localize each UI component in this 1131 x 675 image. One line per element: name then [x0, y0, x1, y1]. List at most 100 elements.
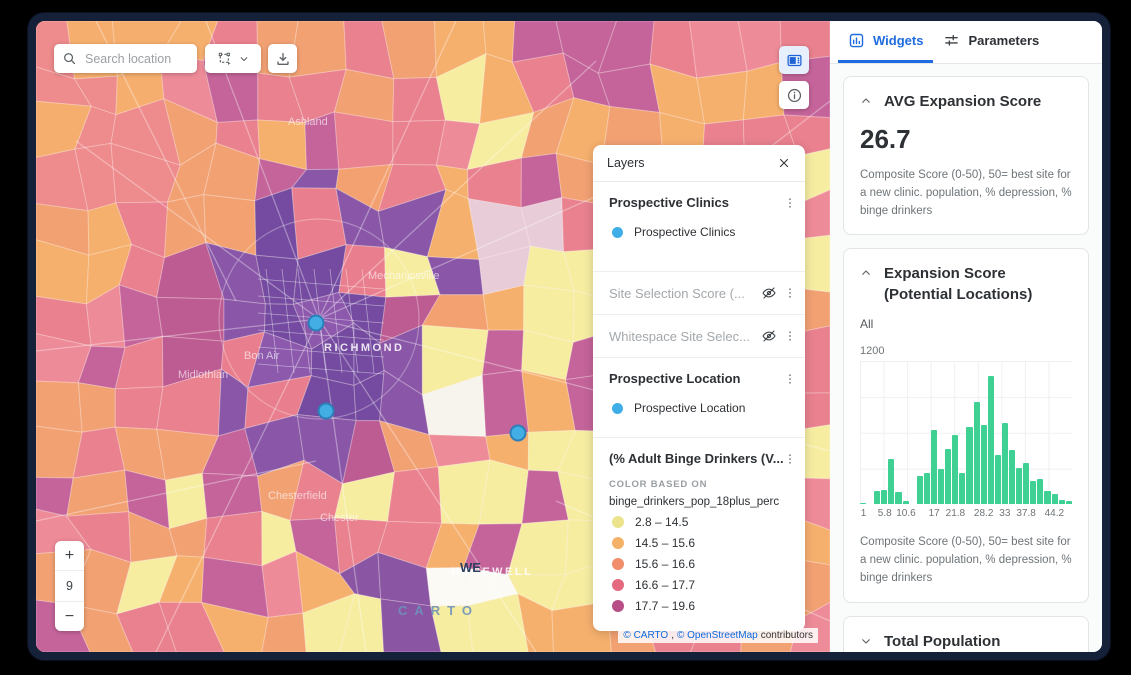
- histogram-bar[interactable]: [1023, 463, 1029, 505]
- layer-legend-item: Prospective Location: [609, 401, 797, 415]
- class-color-swatch: [612, 558, 624, 570]
- basemap-selector-button[interactable]: [779, 46, 809, 74]
- layer-options-kebab-icon[interactable]: [783, 286, 797, 300]
- choropleth-class-row: 17.7 – 19.6: [609, 599, 797, 613]
- histogram-bar[interactable]: [888, 459, 894, 504]
- histogram-bar[interactable]: [1037, 479, 1043, 505]
- histogram-bar[interactable]: [924, 473, 930, 504]
- map-place-label: WE: [460, 560, 481, 575]
- layer-options-kebab-icon[interactable]: [783, 329, 797, 343]
- histogram-bar[interactable]: [881, 490, 887, 505]
- census-tract[interactable]: [690, 21, 748, 78]
- histogram-bar[interactable]: [988, 376, 994, 505]
- search-location-box[interactable]: [54, 44, 197, 73]
- basemap-icon: [786, 52, 803, 69]
- x-axis-tick-label: 10.6: [896, 508, 915, 519]
- polygon-select-icon: [217, 51, 233, 67]
- census-tract[interactable]: [204, 511, 262, 565]
- histogram-bar[interactable]: [1030, 481, 1036, 504]
- histogram-bar[interactable]: [981, 425, 987, 505]
- histogram-bar[interactable]: [903, 501, 909, 504]
- census-tract[interactable]: [78, 383, 115, 432]
- histogram-bar[interactable]: [874, 491, 880, 505]
- histogram-bar[interactable]: [945, 449, 951, 504]
- class-range-label: 16.6 – 17.7: [635, 578, 695, 592]
- histogram-bar[interactable]: [931, 430, 937, 504]
- map-place-label: Chesterfield: [268, 490, 327, 502]
- layers-panel-header: Layers: [593, 145, 805, 182]
- census-tract[interactable]: [262, 613, 306, 652]
- histogram-bar[interactable]: [895, 492, 901, 505]
- map-canvas[interactable]: AshlandMechanicsvilleRICHMONDBon AirMidl…: [36, 21, 830, 652]
- layer-options-kebab-icon[interactable]: [783, 452, 797, 466]
- prospective-clinic-marker[interactable]: [511, 426, 526, 441]
- histogram-bar[interactable]: [1052, 494, 1058, 504]
- prospective-clinic-marker[interactable]: [309, 316, 324, 331]
- histogram-bar[interactable]: [995, 455, 1001, 504]
- collapse-chevron-up-icon[interactable]: [860, 267, 872, 279]
- histogram-bar[interactable]: [938, 469, 944, 504]
- histogram-bar[interactable]: [1066, 501, 1072, 504]
- widgets-list: AVG Expansion Score 26.7 Composite Score…: [830, 64, 1102, 652]
- class-range-label: 15.6 – 16.6: [635, 557, 695, 571]
- census-tract[interactable]: [157, 297, 224, 341]
- tab-widgets-label: Widgets: [873, 33, 923, 48]
- info-button[interactable]: [779, 81, 809, 109]
- tab-widgets[interactable]: Widgets: [838, 21, 933, 63]
- histogram-bar[interactable]: [917, 476, 923, 504]
- layer-section: (% Adult Binge Drinkers (V...COLOR BASED…: [593, 438, 805, 626]
- download-button[interactable]: [268, 44, 297, 73]
- census-tract[interactable]: [289, 21, 346, 77]
- histogram-bar[interactable]: [952, 435, 958, 505]
- tab-parameters-label: Parameters: [968, 33, 1039, 48]
- expand-chevron-down-icon[interactable]: [860, 635, 872, 647]
- visibility-off-icon[interactable]: [761, 328, 777, 344]
- osm-attribution-link[interactable]: © OpenStreetMap: [677, 630, 758, 641]
- collapse-chevron-up-icon[interactable]: [860, 95, 872, 107]
- x-axis-tick-label: 33: [999, 508, 1010, 519]
- histogram-bar[interactable]: [966, 427, 972, 504]
- histogram-bar[interactable]: [1009, 450, 1015, 504]
- histogram-bar[interactable]: [1044, 491, 1050, 504]
- carto-attribution-link[interactable]: © CARTO: [623, 630, 668, 641]
- histogram-bar[interactable]: [1016, 468, 1022, 505]
- class-color-swatch: [612, 537, 624, 549]
- layer-options-kebab-icon[interactable]: [783, 196, 797, 210]
- prospective-clinic-marker[interactable]: [319, 404, 334, 419]
- tab-parameters[interactable]: Parameters: [933, 21, 1049, 63]
- choropleth-class-row: 15.6 – 16.6: [609, 557, 797, 571]
- layer-options-kebab-icon[interactable]: [783, 372, 797, 386]
- select-tool-button[interactable]: [205, 44, 261, 73]
- search-icon: [62, 51, 77, 66]
- histogram-bars[interactable]: [860, 361, 1072, 504]
- widget-expansion-score-histogram: Expansion Score (Potential Locations) Al…: [843, 248, 1089, 602]
- histogram-filter-label: All: [860, 317, 1072, 331]
- census-tract[interactable]: [36, 381, 82, 432]
- widgets-icon: [848, 32, 865, 49]
- zoom-in-button[interactable]: +: [55, 541, 84, 570]
- histogram-bar[interactable]: [860, 503, 866, 504]
- histogram-bar[interactable]: [1059, 500, 1065, 505]
- class-color-swatch: [612, 516, 624, 528]
- histogram-x-axis: 15.810.61721.828.23337.844.2: [860, 507, 1072, 522]
- census-tract[interactable]: [115, 387, 163, 429]
- census-tract[interactable]: [697, 71, 748, 124]
- histogram-bar[interactable]: [959, 473, 965, 505]
- widget-title: Expansion Score (Potential Locations): [884, 263, 1072, 305]
- histogram-bar[interactable]: [1002, 423, 1008, 504]
- census-tract[interactable]: [743, 62, 784, 120]
- census-tract[interactable]: [334, 112, 393, 169]
- close-icon[interactable]: [777, 156, 791, 170]
- search-input[interactable]: [83, 51, 187, 67]
- visibility-off-icon[interactable]: [761, 285, 777, 301]
- attribution-separator: ,: [671, 630, 674, 641]
- histogram-bar[interactable]: [974, 402, 980, 504]
- expansion-score-histogram[interactable]: [860, 361, 1072, 504]
- census-tract[interactable]: [482, 330, 523, 375]
- zoom-out-button[interactable]: −: [55, 602, 84, 631]
- widget-avg-expansion-score: AVG Expansion Score 26.7 Composite Score…: [843, 76, 1089, 235]
- layer-legend-item: Prospective Clinics: [609, 225, 797, 239]
- layer-section: Whitespace Site Selec...: [593, 315, 805, 358]
- app-content: AshlandMechanicsvilleRICHMONDBon AirMidl…: [36, 21, 1102, 652]
- choropleth-class-row: 14.5 – 15.6: [609, 536, 797, 550]
